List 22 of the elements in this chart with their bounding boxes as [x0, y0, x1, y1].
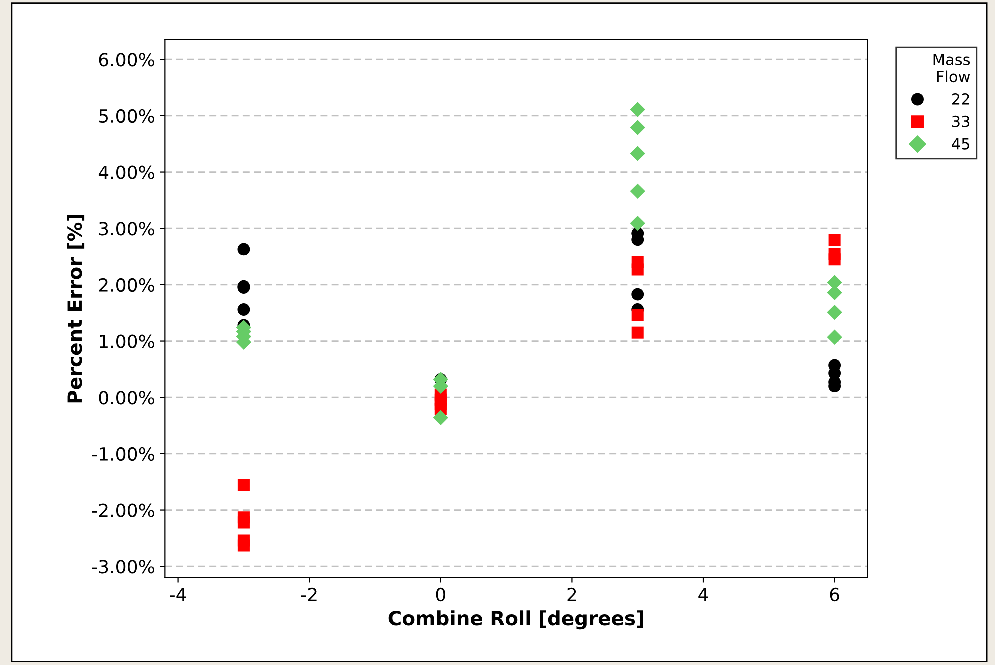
- y-tick-label: 6.00%: [99, 53, 154, 67]
- x-tick-label: 4: [698, 588, 708, 602]
- legend-title: Mass Flow: [934, 54, 970, 83]
- y-tick-label: 4.00%: [98, 166, 154, 180]
- x-tick-label: 6: [830, 588, 840, 602]
- legend-label: 33: [952, 116, 970, 128]
- y-tick-label: -2.00%: [92, 504, 154, 518]
- y-tick-label: 1.00%: [100, 334, 154, 348]
- legend-label: 45: [952, 138, 970, 150]
- legend-label: 22: [952, 93, 970, 105]
- y-axis-title: Percent Error [%]: [67, 215, 85, 403]
- x-tick-label: -2: [301, 588, 317, 602]
- y-tick-label: 3.00%: [99, 222, 154, 236]
- y-tick-label: -1.00%: [92, 447, 154, 462]
- y-tick-label: 5.00%: [99, 109, 154, 124]
- x-tick-label: -4: [170, 588, 186, 602]
- x-tick-label: 2: [568, 588, 576, 602]
- y-tick-label: 2.00%: [99, 278, 154, 292]
- y-tick-label: 0.00%: [99, 391, 154, 405]
- x-tick-label: 0: [436, 588, 446, 602]
- x-axis-title: Combine Roll [degrees]: [388, 610, 644, 630]
- y-tick-label: -3.00%: [92, 560, 154, 574]
